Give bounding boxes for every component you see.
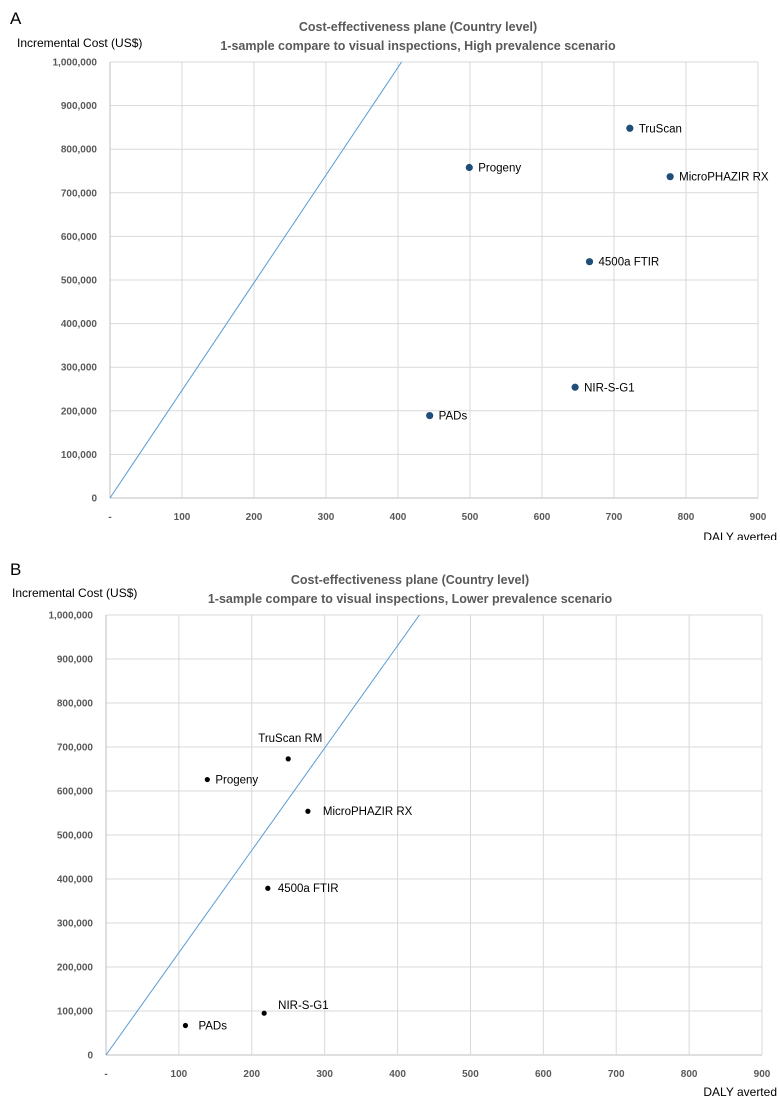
y-tick-label: 0 bbox=[87, 1051, 93, 1062]
data-point bbox=[585, 258, 594, 266]
y-tick-label: 1,000,000 bbox=[53, 58, 98, 69]
data-point-label: NIR-S-G1 bbox=[278, 1000, 328, 1012]
x-tick-label: 600 bbox=[534, 512, 551, 523]
data-point-label: PADs bbox=[439, 411, 468, 423]
y-tick-label: 900,000 bbox=[61, 101, 98, 112]
y-tick-label: 100,000 bbox=[57, 1007, 94, 1018]
x-tick-label: 400 bbox=[390, 512, 407, 523]
plot-area: 0 100,000 200,000 300,000 400,000 500,000 600,… bbox=[49, 611, 771, 1081]
y-tick-label: 200,000 bbox=[57, 963, 94, 974]
data-point-label: TruScan RM bbox=[258, 733, 322, 745]
data-point bbox=[426, 411, 434, 420]
x-tick-label: - bbox=[108, 512, 111, 523]
data-point bbox=[265, 885, 271, 891]
x-tick-label: 100 bbox=[174, 512, 191, 523]
threshold-line bbox=[109, 61, 403, 499]
y-tick-label: 500,000 bbox=[61, 276, 98, 287]
x-tick-label: 400 bbox=[389, 1069, 406, 1080]
data-point-label: MicroPHAZIR RX bbox=[323, 806, 413, 818]
data-point-label: 4500a FTIR bbox=[278, 883, 339, 895]
data-point-label: MicroPHAZIR RX bbox=[679, 172, 769, 184]
x-tick-label: 300 bbox=[316, 1069, 333, 1080]
chart-subtitle: 1-sample compare to visual inspections, … bbox=[220, 39, 616, 53]
y-tick-label: 700,000 bbox=[61, 188, 98, 199]
x-tick-label: 900 bbox=[754, 1069, 771, 1080]
x-tick-label: 500 bbox=[462, 1069, 479, 1080]
data-point-label: 4500a FTIR bbox=[599, 257, 660, 269]
data-point bbox=[182, 1022, 189, 1029]
y-axis-title: Incremental Cost (US$) bbox=[12, 586, 137, 600]
x-tick-label: 700 bbox=[608, 1069, 625, 1080]
y-tick-label: 300,000 bbox=[57, 919, 94, 930]
y-tick-label: 500,000 bbox=[57, 831, 94, 842]
data-point bbox=[666, 173, 674, 181]
data-point-label: NIR-S-G1 bbox=[584, 382, 634, 394]
y-axis-title: Incremental Cost (US$) bbox=[17, 36, 142, 50]
data-point bbox=[204, 776, 210, 783]
x-tick-label: 900 bbox=[750, 512, 767, 523]
x-tick-label: 300 bbox=[318, 512, 335, 523]
y-tick-label: 400,000 bbox=[57, 875, 94, 886]
x-axis-title: DALY averted bbox=[703, 530, 777, 540]
chart-title: Cost-effectiveness plane (Country level) bbox=[299, 20, 537, 34]
y-tick-label: 100,000 bbox=[61, 450, 98, 461]
x-axis-title: DALY averted bbox=[703, 1085, 777, 1099]
y-tick-label: 700,000 bbox=[57, 743, 94, 754]
chart-title: Cost-effectiveness plane (Country level) bbox=[291, 573, 529, 587]
x-tick-label: 200 bbox=[243, 1069, 260, 1080]
data-point bbox=[465, 163, 473, 172]
chart-b: B Incremental Cost (US$) Cost-effectiven… bbox=[10, 560, 777, 1099]
x-tick-label: 700 bbox=[606, 512, 623, 523]
y-tick-label: 800,000 bbox=[57, 699, 94, 710]
panel-letter-b: B bbox=[10, 560, 21, 579]
y-tick-label: 600,000 bbox=[61, 232, 98, 243]
y-tick-label: 900,000 bbox=[57, 655, 94, 666]
data-point bbox=[285, 756, 291, 762]
data-point bbox=[571, 383, 579, 391]
threshold-line bbox=[105, 614, 420, 1056]
x-tick-label: - bbox=[104, 1069, 107, 1080]
y-tick-label: 0 bbox=[91, 494, 97, 505]
y-tick-label: 300,000 bbox=[61, 363, 98, 374]
x-tick-label: 500 bbox=[462, 512, 479, 523]
data-point bbox=[305, 808, 311, 814]
x-tick-label: 200 bbox=[246, 512, 263, 523]
data-point-label: Progeny bbox=[215, 775, 258, 787]
chart-subtitle: 1-sample compare to visual inspections, … bbox=[208, 592, 613, 606]
x-tick-label: 800 bbox=[678, 512, 695, 523]
data-point-label: Progeny bbox=[478, 163, 521, 175]
y-tick-label: 200,000 bbox=[61, 406, 98, 417]
panel-letter-a: A bbox=[10, 9, 22, 28]
x-tick-label: 600 bbox=[535, 1069, 552, 1080]
y-tick-label: 400,000 bbox=[61, 319, 98, 330]
data-point bbox=[261, 1010, 267, 1016]
plot-area: 0 100,000 200,000 300,000 400,000 500,000 600,… bbox=[53, 58, 769, 524]
x-tick-label: 800 bbox=[681, 1069, 698, 1080]
y-tick-label: 600,000 bbox=[57, 787, 94, 798]
y-tick-label: 1,000,000 bbox=[49, 611, 94, 622]
x-tick-label: 100 bbox=[171, 1069, 188, 1080]
data-point-label: TruScan bbox=[639, 123, 682, 135]
y-tick-label: 800,000 bbox=[61, 145, 98, 156]
data-point-label: PADs bbox=[198, 1021, 227, 1033]
chart-a: A Incremental Cost (US$) Cost-effectiven… bbox=[10, 9, 777, 540]
data-point bbox=[626, 124, 634, 132]
